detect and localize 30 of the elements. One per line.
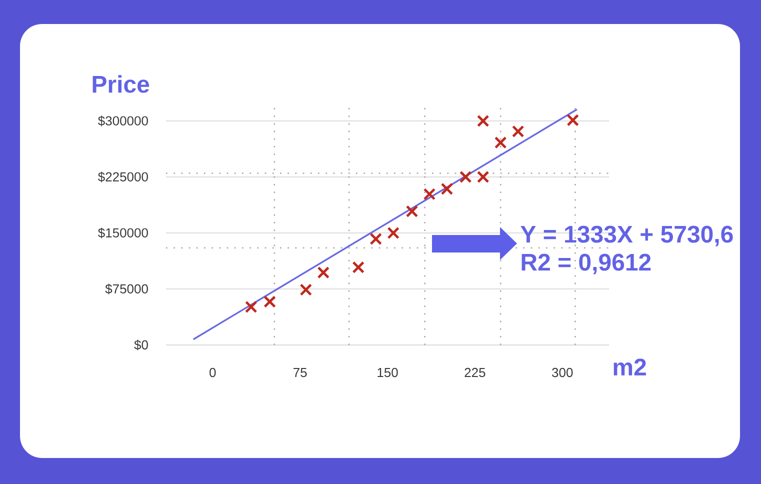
point — [440, 182, 454, 196]
x-tick-label: 150 — [378, 368, 398, 378]
point — [300, 284, 312, 296]
x-tick-label: 300 — [552, 368, 573, 378]
point — [387, 226, 400, 240]
point — [423, 188, 436, 200]
y-axis-title: Price — [92, 75, 150, 93]
x-axis-title: m2 — [614, 358, 646, 376]
point — [352, 261, 365, 274]
point — [476, 114, 490, 128]
annotation: Y = 1333X + 5730,6 — [520, 226, 733, 246]
point — [459, 170, 472, 184]
point — [512, 125, 524, 138]
y-tick-label: $75000 — [105, 284, 148, 294]
point — [264, 296, 276, 308]
y-tick-label: $0 — [134, 340, 148, 350]
point — [317, 266, 330, 279]
point — [476, 170, 490, 184]
x-tick-label: 75 — [294, 368, 307, 378]
point — [244, 300, 258, 314]
point — [370, 232, 382, 246]
annotation: R2 = 0,9612 — [522, 254, 651, 274]
x-tick-label: 225 — [464, 368, 486, 378]
point — [566, 114, 580, 126]
point — [494, 136, 507, 149]
y-tick-label: $300000 — [98, 116, 148, 126]
point — [406, 205, 418, 218]
y-tick-label: $225000 — [98, 172, 148, 182]
x-tick-label: 0 — [210, 368, 216, 378]
y-tick-label: $150000 — [98, 228, 148, 238]
